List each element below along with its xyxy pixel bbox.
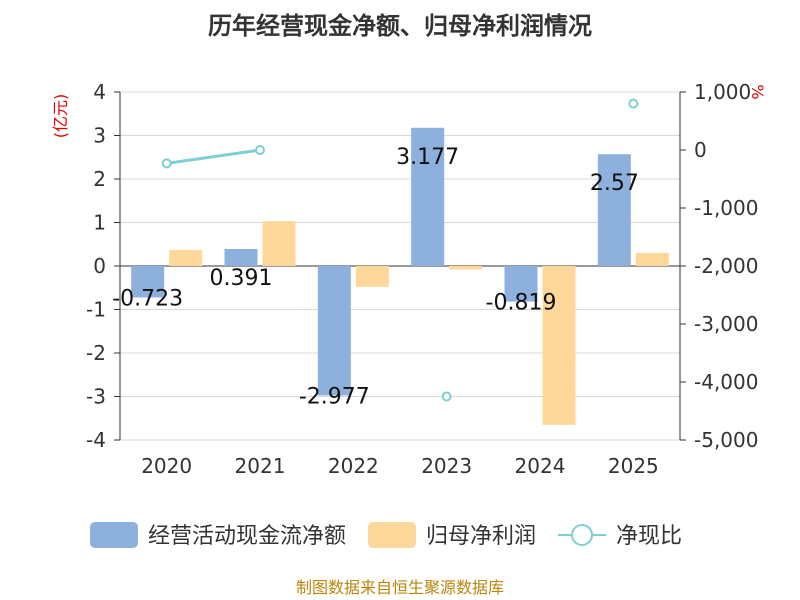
- bar: [597, 154, 631, 266]
- right-tick-label: -4,000: [694, 370, 758, 394]
- line-series: [161, 98, 639, 402]
- grid-lines: [120, 91, 680, 441]
- x-tick-label: 2023: [421, 454, 472, 478]
- line-point: [161, 158, 172, 169]
- bar: [355, 266, 389, 287]
- bar: [635, 252, 669, 266]
- bar: [169, 249, 203, 266]
- x-tick-label: 2022: [328, 454, 379, 478]
- axes: 4 3 2 1 0 -1 -2 -3 -4 1,000 0 -1,000 -2,000 -3,000 -4,…: [86, 80, 758, 478]
- legend-swatch: [90, 522, 138, 548]
- chart-title: 历年经营现金净额、归母净利润情况: [208, 12, 592, 40]
- bar: [449, 266, 483, 270]
- legend-label: 归母净利润: [426, 524, 536, 549]
- bar: [542, 266, 576, 425]
- legend-swatch: [368, 522, 417, 548]
- x-tick-label: 2021: [235, 454, 286, 478]
- bar: [411, 127, 445, 266]
- left-tick-label: 4: [93, 80, 106, 104]
- left-tick-label: 0: [93, 254, 106, 278]
- left-tick-label: 3: [93, 124, 106, 148]
- left-tick-label: 2: [93, 167, 106, 191]
- bar: [317, 266, 351, 396]
- left-axis-unit: (亿元): [51, 94, 70, 139]
- bar: [504, 266, 538, 302]
- right-tick-label: 0: [694, 138, 707, 162]
- left-tick-label: 1: [93, 211, 106, 235]
- right-tick-label: -3,000: [694, 312, 758, 336]
- bar-data-label: 0.391: [210, 266, 273, 291]
- x-tick-label: 2025: [608, 454, 659, 478]
- bar-series: [131, 127, 669, 425]
- legend-marker: [571, 524, 594, 546]
- bar-data-label: -0.819: [486, 291, 557, 316]
- legend-label: 经营活动现金流净额: [148, 524, 346, 549]
- left-tick-label: -3: [86, 385, 106, 409]
- line-point: [628, 98, 639, 109]
- left-tick-label: -2: [86, 341, 106, 365]
- legend-label: 净现比: [616, 524, 682, 549]
- bar: [262, 221, 296, 266]
- bar-data-label: -2.977: [299, 384, 370, 409]
- line-point: [255, 145, 265, 155]
- bar-data-label: 3.177: [396, 145, 459, 170]
- x-tick-label: 2024: [515, 454, 566, 478]
- right-tick-label: -1,000: [694, 196, 758, 220]
- bar: [131, 266, 165, 298]
- line-point: [441, 391, 452, 402]
- line-segment: [166, 148, 261, 165]
- right-tick-label: -2,000: [694, 254, 758, 278]
- left-tick-label: -1: [86, 298, 106, 322]
- bar: [224, 248, 258, 266]
- right-tick-label: 1,000: [694, 80, 751, 104]
- bar-data-label: 2.57: [590, 171, 639, 196]
- source-note: 制图数据来自恒生聚源数据库: [296, 578, 504, 597]
- data-labels: -0.723 0.391 -2.977 3.177 -0.819 2.57: [112, 145, 639, 410]
- right-tick-label: -5,000: [694, 428, 758, 452]
- legend: 经营活动现金流净额 归母净利润 净现比: [90, 522, 682, 549]
- right-axis-unit: %: [748, 84, 767, 99]
- bar-data-label: -0.723: [112, 286, 183, 311]
- x-tick-label: 2020: [141, 454, 192, 478]
- left-tick-label: -4: [86, 428, 106, 452]
